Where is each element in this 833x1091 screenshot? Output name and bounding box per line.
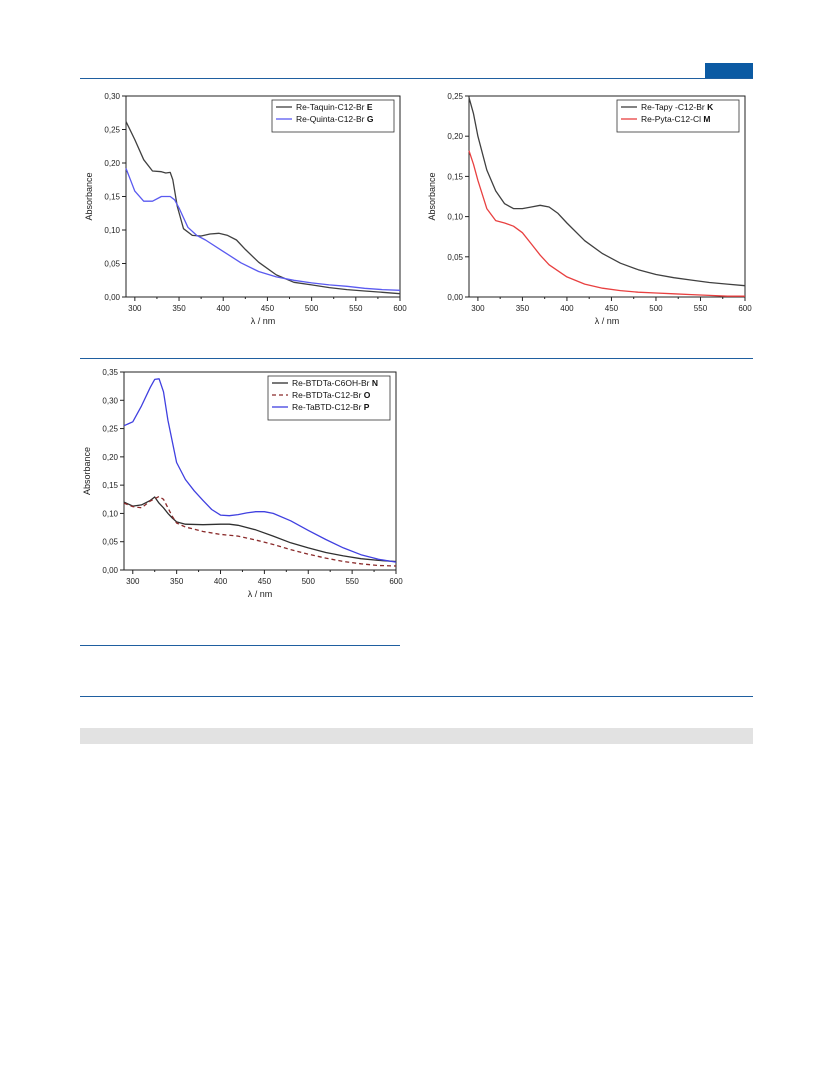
y-tick-label: 0,00	[104, 293, 120, 302]
y-tick-label: 0,10	[447, 213, 463, 222]
legend-label: Re-TaBTD-C12-Br P	[292, 402, 370, 412]
y-tick-label: 0,25	[447, 92, 463, 101]
table-header-band	[80, 728, 753, 744]
y-tick-label: 0,20	[102, 453, 118, 462]
series-line-0	[468, 97, 746, 287]
plot-frame	[468, 95, 746, 298]
plot-frame	[123, 371, 397, 571]
y-tick-label: 0,10	[102, 509, 118, 518]
x-tick-label: 400	[560, 304, 574, 313]
y-tick-label: 0,15	[104, 193, 120, 202]
x-tick-label: 400	[217, 304, 231, 313]
legend-box	[267, 375, 391, 421]
legend-label: Re-Pyta-C12-Cl M	[641, 114, 710, 124]
x-tick-label: 500	[649, 304, 663, 313]
y-tick-label: 0,20	[447, 132, 463, 141]
x-tick-label: 450	[261, 304, 275, 313]
x-tick-label: 600	[738, 304, 752, 313]
x-axis-label: λ / nm	[595, 316, 620, 326]
x-tick-label: 600	[393, 304, 407, 313]
x-tick-label: 350	[172, 304, 186, 313]
legend-label: Re-BTDTa-C12-Br O	[292, 390, 371, 400]
y-tick-label: 0,15	[102, 481, 118, 490]
y-tick-label: 0,20	[104, 159, 120, 168]
y-tick-label: 0,15	[447, 172, 463, 181]
x-tick-label: 350	[170, 577, 184, 586]
y-tick-label: 0,30	[102, 396, 118, 405]
x-tick-label: 550	[694, 304, 708, 313]
legend-box	[616, 99, 740, 133]
y-tick-label: 0,25	[102, 425, 118, 434]
y-tick-label: 0,25	[104, 126, 120, 135]
series-line-2	[123, 378, 397, 563]
x-axis-label: λ / nm	[251, 316, 276, 326]
footer-rule	[80, 696, 753, 697]
x-tick-label: 500	[305, 304, 319, 313]
y-axis-label: Absorbance	[82, 447, 92, 495]
x-tick-label: 450	[258, 577, 272, 586]
x-tick-label: 400	[214, 577, 228, 586]
series-line-0	[125, 121, 401, 295]
series-line-1	[125, 168, 401, 291]
legend-label: Re-Taquin-C12-Br E	[296, 102, 373, 112]
series-line-1	[468, 150, 745, 297]
y-tick-label: 0,35	[102, 368, 118, 377]
y-tick-label: 0,10	[104, 226, 120, 235]
page-corner-tab	[705, 63, 753, 78]
y-tick-label: 0,05	[102, 538, 118, 547]
chart-re-btdta-tabtd: 300 350 400 450 500 550 600 0,00 0,05 0,10 0,15 0,2…	[82, 368, 403, 599]
series-line-0	[123, 496, 397, 563]
chart-re-tapy-pyta: 300 350 400 450 500 550 600 0,00 0,05 0,10 0,15 0,2…	[427, 92, 752, 326]
series-line-1	[123, 495, 397, 567]
y-tick-label: 0,00	[102, 566, 118, 575]
figure-bottom-rule	[80, 645, 400, 646]
x-tick-label: 450	[605, 304, 619, 313]
y-tick-label: 0,05	[447, 253, 463, 262]
x-tick-label: 500	[302, 577, 316, 586]
x-tick-label: 300	[128, 304, 142, 313]
x-tick-label: 350	[516, 304, 530, 313]
x-tick-label: 300	[126, 577, 140, 586]
legend-box	[271, 99, 395, 133]
y-tick-label: 0,05	[104, 260, 120, 269]
y-axis-label: Absorbance	[427, 172, 437, 220]
x-axis-label: λ / nm	[248, 589, 273, 599]
x-tick-label: 550	[345, 577, 359, 586]
legend-label: Re-BTDTa-C6OH-Br N	[292, 378, 378, 388]
legend-label: Re-Tapy -C12-Br K	[641, 102, 714, 112]
y-axis-label: Absorbance	[84, 172, 94, 220]
section-rule	[80, 358, 753, 359]
y-tick-label: 0,30	[104, 92, 120, 101]
x-tick-label: 300	[471, 304, 485, 313]
x-tick-label: 550	[349, 304, 363, 313]
chart-re-taquin-quinta: 300 350 400 450 500 550 600 0,00 0,05 0,10 0,15 0,2…	[84, 92, 407, 326]
header-rule	[80, 78, 753, 79]
legend-label: Re-Quinta-C12-Br G	[296, 114, 374, 124]
y-tick-label: 0,00	[447, 293, 463, 302]
x-tick-label: 600	[389, 577, 403, 586]
